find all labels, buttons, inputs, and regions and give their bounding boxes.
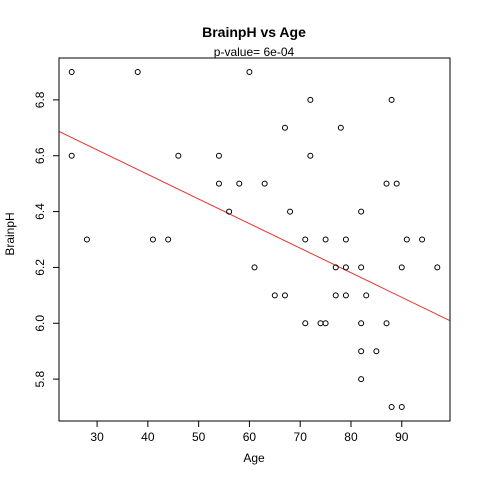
data-point: [165, 236, 172, 243]
data-point: [373, 348, 380, 355]
data-point: [236, 180, 243, 187]
data-point: [251, 264, 258, 271]
data-point: [332, 264, 339, 271]
x-tick-label: 80: [344, 430, 358, 444]
x-axis-label: Age: [243, 451, 265, 465]
x-tick-label: 50: [192, 430, 206, 444]
data-point: [261, 180, 268, 187]
x-tick-label: 70: [294, 430, 308, 444]
data-point: [68, 152, 75, 159]
data-point: [302, 236, 309, 243]
data-point: [322, 236, 329, 243]
data-point: [358, 376, 365, 383]
data-point: [342, 264, 349, 271]
data-point: [332, 292, 339, 299]
x-tick-label: 30: [90, 430, 104, 444]
data-point: [307, 152, 314, 159]
y-axis-label: BrainpH: [3, 212, 17, 255]
data-point: [215, 152, 222, 159]
data-point: [403, 236, 410, 243]
x-tick-label: 90: [395, 430, 409, 444]
data-point: [281, 124, 288, 131]
chart-title: BrainpH vs Age: [202, 24, 306, 40]
data-point: [398, 404, 405, 411]
data-point: [246, 68, 253, 75]
data-point: [83, 236, 90, 243]
data-point: [149, 236, 156, 243]
data-point: [68, 68, 75, 75]
data-point: [363, 292, 370, 299]
chart-subtitle: p-value= 6e-04: [214, 45, 295, 59]
y-tick-label: 6.6: [33, 147, 47, 164]
data-point: [383, 180, 390, 187]
data-point: [419, 236, 426, 243]
x-tick-label: 60: [243, 430, 257, 444]
data-point: [322, 320, 329, 327]
data-point: [393, 180, 400, 187]
y-tick-label: 6.4: [33, 203, 47, 220]
data-point: [287, 208, 294, 215]
data-point: [226, 208, 233, 215]
data-point: [342, 292, 349, 299]
data-point: [337, 124, 344, 131]
y-tick-label: 6.8: [33, 91, 47, 108]
data-point: [358, 320, 365, 327]
data-point: [302, 320, 309, 327]
x-tick-label: 40: [141, 430, 155, 444]
data-point: [281, 292, 288, 299]
y-tick-label: 5.8: [33, 370, 47, 387]
data-point: [388, 96, 395, 103]
y-tick-label: 6.0: [33, 315, 47, 332]
data-point: [358, 348, 365, 355]
data-point: [175, 152, 182, 159]
data-point: [342, 236, 349, 243]
data-point: [388, 404, 395, 411]
plot-frame: [58, 57, 451, 422]
data-point: [358, 264, 365, 271]
data-point: [271, 292, 278, 299]
regression-line: [59, 130, 450, 322]
data-point: [134, 68, 141, 75]
data-point: [383, 320, 390, 327]
data-point: [398, 264, 405, 271]
data-point: [358, 208, 365, 215]
data-point: [434, 264, 441, 271]
data-point: [215, 180, 222, 187]
y-tick-label: 6.2: [33, 259, 47, 276]
data-point: [307, 96, 314, 103]
